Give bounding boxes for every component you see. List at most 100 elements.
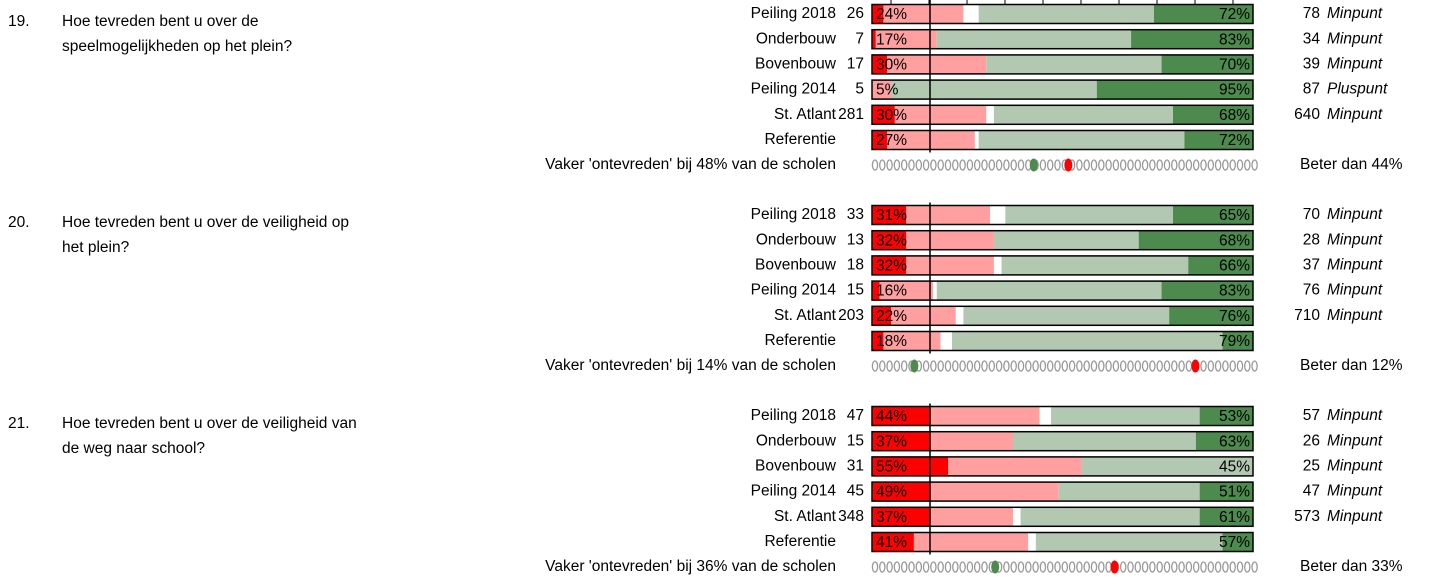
school-dot (1244, 360, 1251, 372)
bar-segment (940, 331, 953, 351)
school-dot (1236, 159, 1244, 171)
school-dot (893, 360, 901, 372)
school-dot (1207, 360, 1215, 372)
question-text: het plein? (62, 239, 130, 256)
bar-frame (871, 305, 1254, 327)
school-dot (966, 159, 974, 171)
school-dot (930, 159, 937, 171)
school-dot (952, 561, 959, 573)
bar-frame (871, 430, 1254, 452)
bar-segment (1058, 482, 1200, 502)
row-verdict: Minpunt (1327, 231, 1383, 248)
school-dot (1214, 561, 1222, 573)
bar-segment (929, 482, 1059, 502)
row-verdict: Minpunt (1327, 307, 1383, 324)
school-dot (973, 360, 981, 372)
bar-segment (887, 130, 975, 150)
row-verdict: Minpunt (1327, 432, 1383, 449)
bar-segment (936, 281, 1162, 301)
question-number: 20. (8, 214, 30, 231)
row-total: 640 (1294, 106, 1320, 123)
school-dot (930, 360, 937, 372)
bar-segment (986, 54, 1162, 74)
school-dot (1003, 360, 1010, 372)
school-dot (937, 360, 944, 372)
positive-percent: 53% (1219, 408, 1250, 425)
bar-segment (993, 255, 1002, 275)
row-count: 33 (847, 206, 864, 223)
row-count: 7 (855, 30, 864, 47)
row-count: 281 (838, 106, 864, 123)
bar-segment (872, 306, 892, 326)
row-count: 5 (855, 81, 864, 98)
positive-percent: 61% (1219, 509, 1250, 526)
bar-segment (1199, 406, 1253, 426)
row-verdict: Minpunt (1327, 206, 1383, 223)
school-dot (1083, 360, 1090, 372)
negative-percent: 30% (876, 107, 907, 124)
school-dot (1017, 159, 1025, 171)
bar-frame (871, 129, 1254, 151)
negative-percent: 16% (876, 283, 907, 300)
bar-segment (872, 255, 907, 275)
school-dot (1244, 561, 1251, 573)
school-dot (1185, 360, 1193, 372)
bar-segment (929, 406, 1040, 426)
row-total: 573 (1294, 508, 1320, 525)
school-dot (1171, 360, 1178, 372)
bar-segment (883, 4, 964, 24)
bar-segment (872, 456, 949, 476)
school-dot (1003, 159, 1010, 171)
question-text: Hoe tevreden bent u over de (62, 13, 258, 30)
row-verdict: Minpunt (1327, 457, 1383, 474)
question-number: 19. (8, 13, 30, 30)
school-dot (1076, 360, 1083, 372)
school-dot (1061, 360, 1069, 372)
school-dot (1046, 561, 1054, 573)
highlight-dot (1064, 158, 1073, 172)
bar-segment (872, 431, 930, 451)
school-dot (937, 561, 944, 573)
school-dot (1119, 360, 1127, 372)
school-dot (1192, 561, 1200, 573)
school-dot (1156, 360, 1163, 372)
bar-segment (1028, 532, 1036, 552)
school-dot (1251, 561, 1258, 573)
row-label: St. Atlant (774, 106, 837, 123)
school-dot (900, 561, 908, 573)
school-dot (893, 561, 901, 573)
row-total: 25 (1303, 457, 1320, 474)
question-text: de weg naar school? (62, 440, 205, 457)
bar-segment (872, 80, 892, 100)
row-total: 87 (1303, 81, 1320, 98)
positive-percent: 79% (1219, 333, 1250, 350)
bar-segment (906, 230, 994, 250)
school-dot (1163, 159, 1171, 171)
bar-segment (872, 4, 884, 24)
highlight-dot (1191, 359, 1200, 373)
school-dot (1141, 561, 1149, 573)
negative-percent: 37% (876, 509, 907, 526)
row-count: 203 (838, 307, 864, 324)
row-label: Referentie (764, 533, 836, 550)
school-dot (1134, 561, 1142, 573)
school-dot (1214, 159, 1222, 171)
row-count: 15 (847, 282, 864, 299)
school-dot (1025, 561, 1032, 573)
school-dot (1017, 360, 1025, 372)
bar-segment (872, 205, 907, 225)
school-dot (1229, 360, 1236, 372)
school-dot (1214, 360, 1222, 372)
school-dot (995, 360, 1003, 372)
bar-segment (978, 130, 1185, 150)
row-verdict: Minpunt (1327, 407, 1383, 424)
school-dot (922, 159, 930, 171)
school-dot (1149, 561, 1156, 573)
row-label: Peiling 2018 (751, 206, 836, 223)
row-total: 39 (1303, 55, 1320, 72)
positive-percent: 76% (1219, 308, 1250, 325)
row-count: 26 (847, 5, 864, 22)
school-dot (1222, 561, 1229, 573)
bar-frame (871, 280, 1254, 301)
bar-segment (883, 331, 941, 351)
